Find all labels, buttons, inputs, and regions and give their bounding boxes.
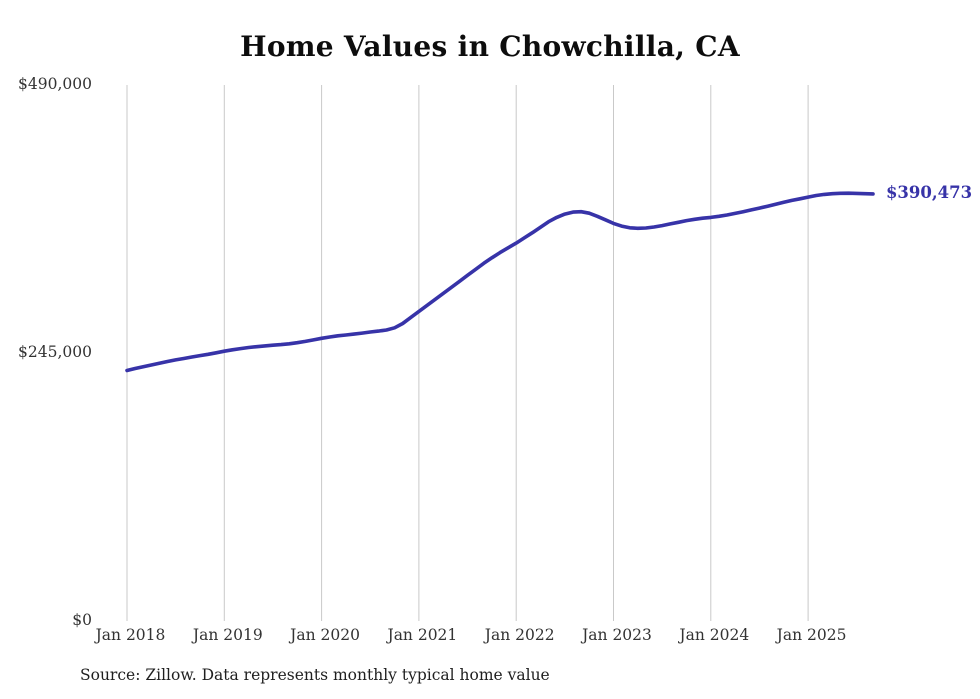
y-axis-tick-middle: $245,000	[18, 343, 92, 361]
x-axis-tick-2021: Jan 2021	[387, 626, 458, 644]
x-axis-tick-2023: Jan 2023	[582, 626, 652, 644]
source-note: Source: Zillow. Data represents monthly …	[80, 666, 550, 684]
y-axis-tick-top: $490,000	[18, 75, 92, 93]
y-axis-tick-bottom: $0	[72, 611, 92, 629]
x-axis-tick-2025: Jan 2025	[776, 626, 847, 644]
x-axis-tick-2024: Jan 2024	[679, 626, 750, 644]
x-axis-tick-2018: Jan 2018	[95, 626, 166, 644]
chart-title: Home Values in Chowchilla, CA	[240, 30, 740, 63]
home-value-series-line	[125, 191, 875, 373]
x-axis-tick-2020: Jan 2020	[290, 626, 360, 644]
x-axis-tick-2022: Jan 2022	[484, 626, 555, 644]
latest-value-label: $390,473	[885, 182, 973, 202]
x-axis-tick-2019: Jan 2019	[192, 626, 263, 644]
